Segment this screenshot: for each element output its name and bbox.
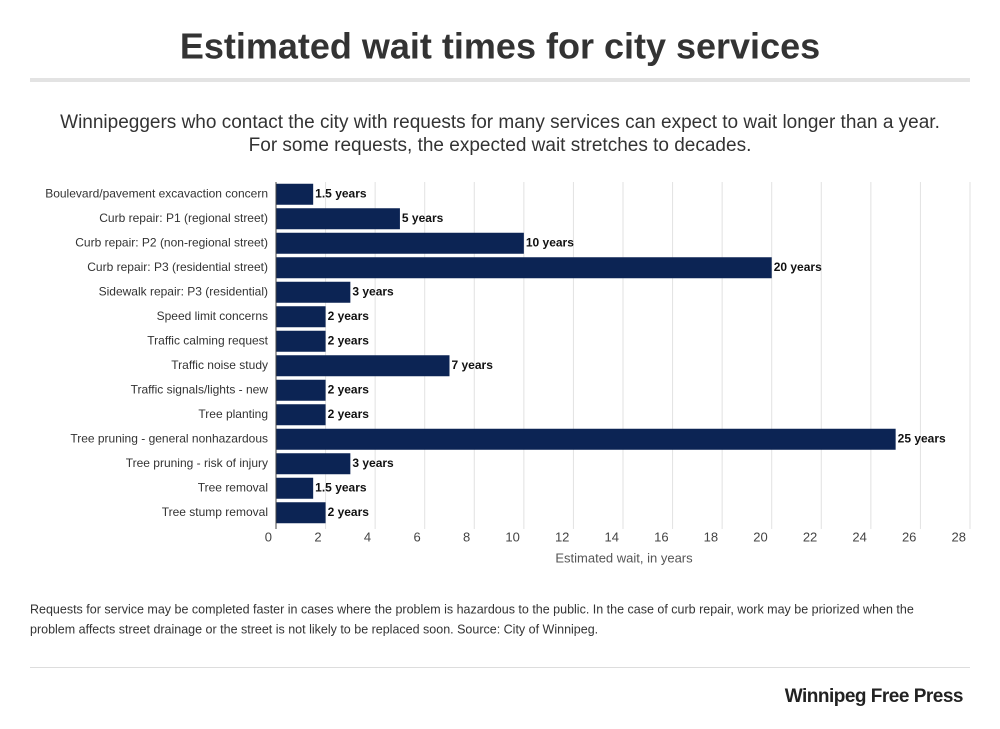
- x-tick-label: 8: [463, 529, 470, 544]
- x-tick-label: 20: [753, 529, 767, 544]
- bar: [276, 232, 524, 254]
- y-tick-label: Curb repair: P1 (regional street): [99, 211, 268, 225]
- y-tick-label: Curb repair: P3 (residential street): [87, 260, 268, 274]
- x-tick-label: 22: [803, 529, 817, 544]
- y-tick-label: Tree pruning - general nonhazardous: [70, 431, 268, 445]
- value-label: 2 years: [328, 505, 370, 519]
- bar: [276, 428, 896, 450]
- bar: [276, 404, 326, 426]
- x-tick-label: 16: [654, 529, 668, 544]
- x-tick-label: 4: [364, 529, 371, 544]
- x-tick-label: 14: [605, 529, 619, 544]
- value-label: 5 years: [402, 211, 444, 225]
- x-tick-label: 2: [314, 529, 321, 544]
- y-tick-label: Curb repair: P2 (non-regional street): [75, 235, 268, 249]
- value-label: 3 years: [352, 284, 394, 298]
- subtitle: For some requests, the expected wait str…: [249, 135, 752, 156]
- y-tick-label: Sidewalk repair: P3 (residential): [99, 284, 268, 298]
- value-label: 2 years: [328, 309, 370, 323]
- value-label: 25 years: [898, 431, 946, 445]
- footnote: problem affects street drainage or the s…: [30, 622, 598, 636]
- x-tick-label: 10: [505, 529, 519, 544]
- y-tick-label: Tree removal: [198, 480, 268, 494]
- chart-title: Estimated wait times for city services: [180, 26, 820, 67]
- x-tick-label: 6: [413, 529, 420, 544]
- value-label: 7 years: [452, 358, 494, 372]
- x-tick-label: 28: [952, 529, 966, 544]
- x-axis-title: Estimated wait, in years: [555, 550, 693, 565]
- footer-rule: [30, 667, 970, 668]
- bar: [276, 183, 314, 205]
- bar: [276, 477, 314, 499]
- value-label: 10 years: [526, 235, 574, 249]
- y-tick-label: Traffic noise study: [171, 358, 268, 372]
- value-label: 2 years: [328, 382, 370, 396]
- x-tick-label: 18: [704, 529, 718, 544]
- plot-area: 0 2 4 6 8 10 12 14 16 18 20 22 24 26 28Boulevard/pavem…: [45, 182, 971, 544]
- x-tick-label: 24: [852, 529, 866, 544]
- bar: [276, 453, 351, 475]
- footnote: Requests for service may be completed fa…: [30, 602, 914, 616]
- value-label: 20 years: [774, 260, 822, 274]
- value-label: 3 years: [352, 456, 394, 470]
- bar: [276, 208, 400, 230]
- bar: [276, 257, 772, 279]
- x-tick-label: 0: [265, 529, 272, 544]
- y-tick-label: Traffic signals/lights - new: [131, 382, 269, 396]
- subtitle: Winnipeggers who contact the city with r…: [60, 112, 940, 133]
- bar: [276, 281, 351, 303]
- y-tick-label: Traffic calming request: [147, 333, 268, 347]
- value-label: 1.5 years: [315, 480, 367, 494]
- value-label: 1.5 years: [315, 186, 367, 200]
- brand: Winnipeg Free Press: [785, 686, 963, 707]
- y-tick-label: Tree pruning - risk of injury: [126, 456, 268, 470]
- y-tick-label: Speed limit concerns: [157, 309, 268, 323]
- title-rule: [30, 78, 970, 82]
- bar: [276, 355, 450, 377]
- bar: [276, 379, 326, 401]
- y-tick-label: Tree stump removal: [162, 505, 268, 519]
- y-tick-label: Boulevard/pavement excavaction concern: [45, 186, 268, 200]
- bar: [276, 330, 326, 352]
- bar: [276, 306, 326, 328]
- value-label: 2 years: [328, 407, 370, 421]
- bar: [276, 502, 326, 524]
- value-label: 2 years: [328, 333, 370, 347]
- x-tick-label: 12: [555, 529, 569, 544]
- x-tick-label: 26: [902, 529, 916, 544]
- y-tick-label: Tree planting: [198, 407, 268, 421]
